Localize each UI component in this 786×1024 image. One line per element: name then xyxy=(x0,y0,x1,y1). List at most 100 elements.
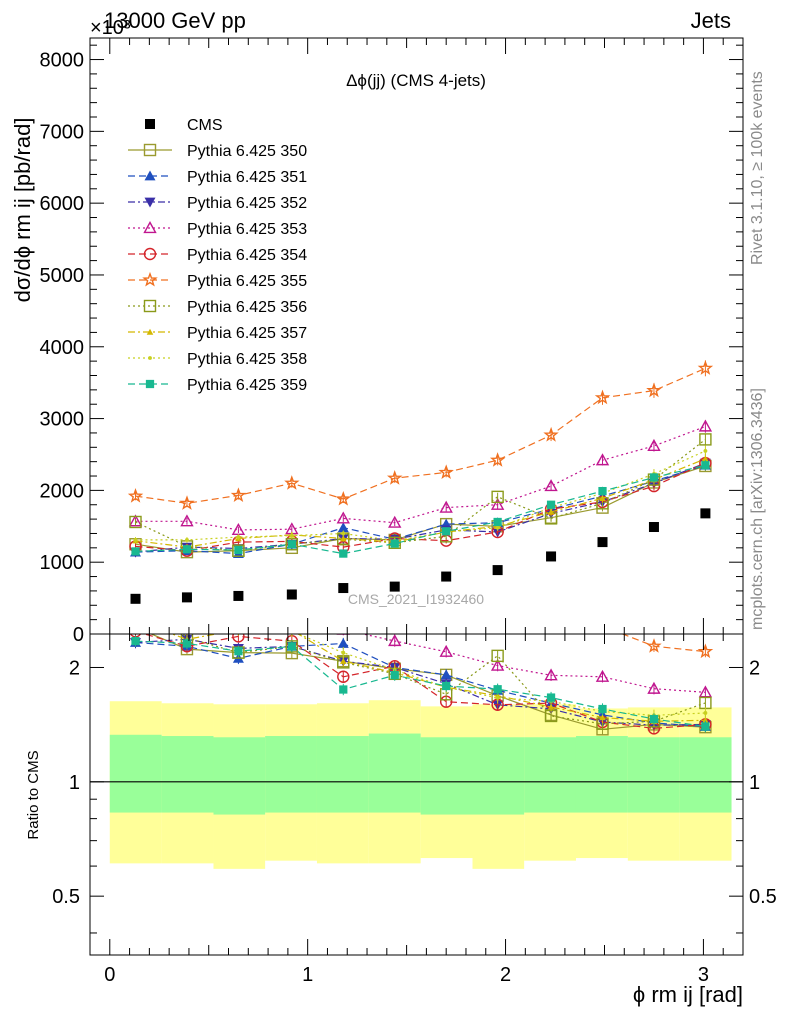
ratio-band-inner xyxy=(679,737,732,813)
y-tick-label: 0 xyxy=(73,624,84,646)
ratio-y-axis-label: Ratio to CMS xyxy=(25,750,42,839)
series-358-ratio-point xyxy=(236,626,240,630)
cms-data-point xyxy=(546,551,557,562)
legend-series-357-label: Pythia 6.425 357 xyxy=(187,325,307,342)
y-tick-label: 6000 xyxy=(40,193,85,215)
x-tick-label: 0 xyxy=(104,964,115,986)
series-356-point xyxy=(699,433,712,446)
series-355-point xyxy=(489,452,506,467)
cms-data-point xyxy=(130,593,141,604)
legend-label-cms: CMS xyxy=(187,117,223,134)
legend-series-353-label: Pythia 6.425 353 xyxy=(187,221,307,238)
series-353-ratio-point xyxy=(286,615,297,625)
series-359-ratio-point xyxy=(649,714,659,724)
series-359-point xyxy=(131,547,140,556)
legend-series-356-label: Pythia 6.425 356 xyxy=(187,299,307,316)
series-355-point xyxy=(179,495,195,510)
series-353-ratio-point xyxy=(698,685,713,698)
x-axis-label: ϕ rm ij [rad] xyxy=(633,982,743,1007)
ratio-band-inner xyxy=(627,737,680,813)
series-359-ratio-line xyxy=(135,640,706,728)
cms-data-point xyxy=(286,589,297,600)
series-359-ratio-point xyxy=(234,647,243,656)
series-359-point xyxy=(442,527,451,536)
series-359-point xyxy=(598,486,607,496)
series-353-point xyxy=(595,453,610,466)
series-353-ratio-point xyxy=(439,644,453,657)
cms-data-point xyxy=(700,508,711,519)
series-359-point xyxy=(701,461,710,470)
series-355-ratio-point xyxy=(697,643,714,659)
series-353-point xyxy=(698,419,713,432)
series-353-point xyxy=(544,479,558,492)
series-351-ratio-point xyxy=(337,638,349,648)
header-left-title: 13000 GeV pp xyxy=(104,8,246,33)
series-353-point xyxy=(439,500,453,513)
series-358-point xyxy=(185,538,189,542)
legend-series-359-marker xyxy=(145,379,155,389)
series-353-ratio-point xyxy=(490,658,505,671)
series-353-point xyxy=(388,515,402,528)
series-351-line xyxy=(135,464,706,555)
series-356-point xyxy=(232,544,245,557)
ratio-band-inner xyxy=(368,733,421,813)
series-355-ratio-point xyxy=(181,566,193,577)
series-359-ratio-point xyxy=(287,642,296,651)
y-exponent-label: ×10³ xyxy=(90,17,131,39)
series-359-point xyxy=(287,540,296,549)
legend-series-352-label: Pythia 6.425 352 xyxy=(187,195,307,212)
legend-series-351-label: Pythia 6.425 351 xyxy=(187,169,307,186)
mcplots-side-label: mcplots.cern.ch [arXiv:1306.3436] xyxy=(749,388,766,630)
ratio-band-inner xyxy=(265,736,317,813)
series-355-point xyxy=(646,382,662,398)
y-tick-label: 5000 xyxy=(40,265,85,287)
cms-data-point xyxy=(441,571,452,582)
series-353-ratio-point xyxy=(647,681,661,694)
series-353-point xyxy=(647,438,661,451)
series-359-ratio-point xyxy=(598,704,607,714)
ratio-y-tick-label: 2 xyxy=(69,657,80,679)
legend-series-354-label: Pythia 6.425 354 xyxy=(187,247,307,264)
ratio-band-inner xyxy=(575,736,628,813)
y-tick-label: 1000 xyxy=(40,552,85,574)
legend: CMS Pythia 6.425 350 Pythia 6.425 351 Pythi… xyxy=(128,117,307,394)
series-359-ratio-point xyxy=(390,671,399,680)
legend-series-350-label: Pythia 6.425 350 xyxy=(187,143,307,160)
y-tick-label: 2000 xyxy=(40,480,85,502)
series-359-ratio-point xyxy=(546,693,556,702)
legend-series-355-label: Pythia 6.425 355 xyxy=(187,273,307,290)
series-357-ratio-point xyxy=(289,627,296,633)
ratio-y-tick-label-right: 0.5 xyxy=(749,886,777,908)
legend-series-350-marker xyxy=(143,143,157,157)
series-352-line xyxy=(135,462,706,553)
series-358-ratio-point xyxy=(341,650,346,655)
series-356-point xyxy=(285,538,299,551)
series-357-point xyxy=(702,455,709,462)
series-355-ratio-point xyxy=(233,563,245,574)
cms-data-point xyxy=(648,522,659,533)
x-tick-label: 1 xyxy=(302,964,313,986)
series-359-ratio-point xyxy=(493,685,502,694)
ratio-y-tick-label: 1 xyxy=(69,772,80,794)
cms-data-point xyxy=(597,537,608,548)
series-359-point xyxy=(339,549,348,558)
series-359-point xyxy=(234,545,243,555)
legend-series-358-marker xyxy=(148,356,152,360)
series-352-ratio-line xyxy=(135,638,706,726)
ratio-y-tick-label-right: 2 xyxy=(749,657,760,679)
series-353-point xyxy=(180,514,194,527)
legend-series-356-marker xyxy=(143,299,157,313)
cms-data-point xyxy=(181,592,192,603)
series-353-point xyxy=(336,511,350,524)
series-359-point xyxy=(182,545,192,554)
x-tick-label: 3 xyxy=(698,964,709,986)
ratio-band-inner xyxy=(213,737,266,815)
ratio-panel: 0 1 2 3 0.5 0.5 1 1 2 2 xyxy=(52,563,777,986)
series-351-point xyxy=(337,522,349,533)
series-355-point xyxy=(543,426,559,442)
series-350-ratio-line xyxy=(149,634,706,730)
series-353-ratio-point xyxy=(233,610,244,620)
series-358-point xyxy=(289,533,294,538)
series-355-ratio-point xyxy=(492,611,504,622)
